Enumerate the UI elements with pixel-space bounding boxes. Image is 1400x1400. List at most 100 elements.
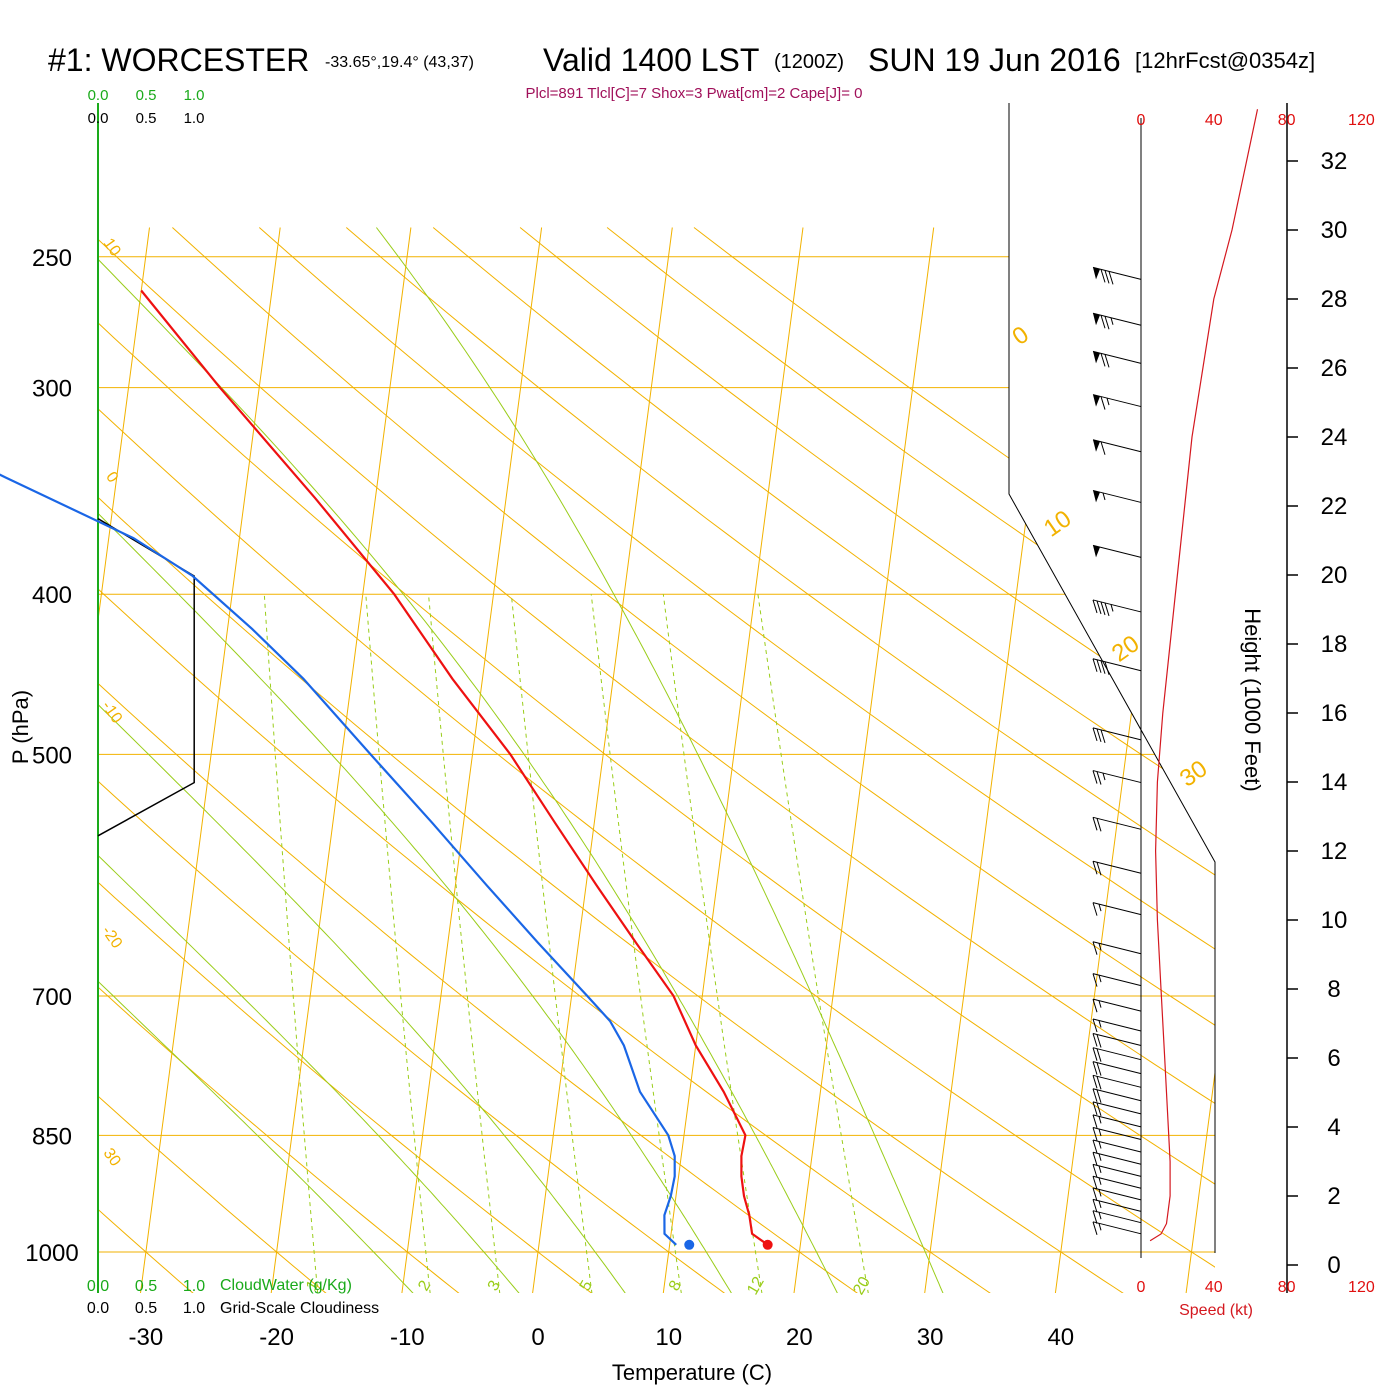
barb-full — [1092, 1152, 1098, 1166]
barb-full — [1092, 1061, 1098, 1075]
wind-barb — [1092, 1198, 1142, 1213]
moist-adiabat — [98, 227, 636, 1293]
barb-full — [1096, 659, 1102, 673]
wind-barb — [1092, 350, 1142, 368]
wind-barb — [1092, 902, 1142, 916]
barb-half — [1098, 1128, 1102, 1137]
dry-adiabat — [258, 227, 1215, 1293]
barb-staff — [1092, 770, 1142, 784]
dry-adiabat-label: 20 — [1107, 630, 1144, 667]
mixing-ratio-label: 3 — [485, 1278, 504, 1294]
wind-barb — [1092, 973, 1142, 987]
cloudiness-tick-1: 0.5 — [136, 110, 157, 127]
barb-full — [1104, 316, 1110, 330]
dewpoint-line — [0, 473, 677, 1246]
barb-full — [1100, 353, 1106, 367]
barb-full — [1096, 728, 1102, 743]
barb-staff — [1092, 902, 1142, 916]
isotherm — [399, 227, 543, 1293]
dry-adiabat — [98, 227, 1145, 1293]
barb-staff — [1092, 1047, 1142, 1061]
barb-full — [1092, 1127, 1098, 1141]
wind-barb — [1092, 1139, 1142, 1154]
barb-staff — [1092, 1101, 1142, 1115]
chart-frame — [97, 103, 1216, 1293]
barb-staff — [1092, 1221, 1142, 1235]
isotherm — [98, 227, 150, 1293]
speed-tick-label-top: 80 — [1278, 112, 1296, 129]
height-tick-label: 8 — [1327, 976, 1340, 1003]
barb-full — [1104, 602, 1110, 617]
zulu-time: (1200Z) — [774, 51, 844, 73]
speed-tick-label-top: 0 — [1137, 112, 1146, 129]
barb-full — [1104, 661, 1110, 675]
x-tick-label: -10 — [390, 1324, 425, 1351]
isotherm — [138, 227, 281, 1293]
height-axis-title: Height (1000 Feet) — [1240, 608, 1265, 791]
p-tick-label: 400 — [32, 582, 72, 609]
cloudiness-line — [97, 517, 195, 837]
height-tick-label: 2 — [1327, 1183, 1340, 1210]
isotherm-label: -20 — [98, 923, 125, 952]
barb-staff — [1092, 1175, 1142, 1189]
barb-full — [1096, 1034, 1102, 1048]
wind-barb — [1092, 1047, 1142, 1062]
surface-temperature-dot — [762, 1239, 773, 1250]
wind-barb — [1092, 599, 1142, 617]
dry-adiabat — [98, 227, 1012, 1293]
barb-full — [1092, 817, 1098, 831]
barb-half — [1098, 1000, 1102, 1008]
isotherm — [268, 227, 412, 1293]
height-tick-label: 0 — [1327, 1252, 1340, 1279]
wind-barb — [1092, 1101, 1142, 1117]
x-tick-label: 30 — [917, 1324, 944, 1351]
dry-adiabat — [98, 227, 477, 1293]
barb-staff — [1092, 1032, 1142, 1046]
wind-barbs — [1092, 118, 1142, 1258]
moist-adiabat — [98, 227, 741, 1293]
isotherm-label: 10 — [100, 235, 124, 259]
x-tick-label: 40 — [1047, 1324, 1074, 1351]
x-tick-label: 20 — [786, 1324, 813, 1351]
dry-adiabat — [98, 227, 744, 1293]
barb-full — [1100, 269, 1106, 283]
cloudiness-label: Grid-Scale Cloudiness — [220, 1300, 379, 1317]
wind-barb — [1092, 941, 1142, 955]
wind-barb — [1092, 1018, 1142, 1033]
barb-full — [1092, 1199, 1098, 1213]
barb-staff — [1092, 941, 1142, 955]
barb-full — [1096, 818, 1102, 832]
barb-staff — [1092, 973, 1142, 987]
p-tick-label: 1000 — [25, 1240, 78, 1267]
barb-full — [1096, 1102, 1102, 1117]
cloudwater-tick-1-bottom: 0.5 — [135, 1278, 157, 1295]
wind-speed-panel: 0246810121416182022242628303200404080801… — [1137, 103, 1375, 1296]
moist-adiabat — [376, 227, 950, 1293]
wind-barb — [1092, 1074, 1142, 1090]
cloud-scale-bottom: 0.0 0.5 1.0 CloudWater (g/Kg) 0.0 0.5 1.… — [87, 1277, 379, 1317]
dry-adiabat — [345, 227, 1215, 1293]
barb-half — [1098, 1212, 1102, 1220]
barb-staff — [1092, 1198, 1142, 1212]
speed-tick-label-bottom: 80 — [1278, 1279, 1296, 1296]
mixing-ratio-label: 20 — [850, 1274, 874, 1298]
mixing-ratio-line — [510, 594, 593, 1293]
cloudwater-tick-0-bottom: 0.0 — [87, 1278, 109, 1295]
forecast-label: [12hrFcst@0354z] — [1135, 48, 1315, 73]
stability-indices: Plcl=891 Tlcl[C]=7 Shox=3 Pwat[cm]=2 Cap… — [526, 85, 863, 102]
isotherm — [922, 227, 1065, 1293]
p-tick-label: 300 — [32, 376, 72, 403]
p-tick-label: 250 — [32, 245, 72, 272]
barb-full — [1100, 396, 1106, 410]
cloudiness-tick-2: 1.0 — [184, 110, 205, 127]
moist-adiabat — [98, 227, 845, 1293]
barb-staff — [1092, 816, 1142, 830]
isotherm — [1053, 227, 1196, 1293]
moist-adiabat — [98, 227, 427, 1293]
barb-full — [1096, 771, 1102, 785]
cloudwater-tick-2: 1.0 — [184, 87, 205, 104]
barb-half — [1098, 1116, 1102, 1124]
height-tick-label: 32 — [1321, 148, 1348, 175]
wind-barb — [1092, 1221, 1142, 1235]
